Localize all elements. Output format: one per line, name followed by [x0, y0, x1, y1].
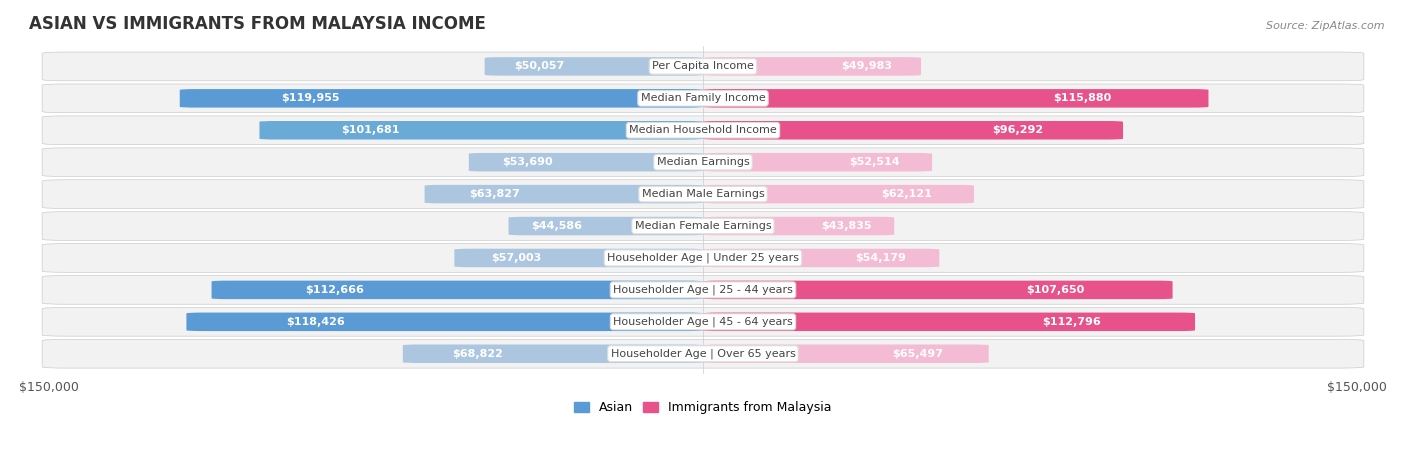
Text: $52,514: $52,514	[849, 157, 900, 167]
Text: Median Family Income: Median Family Income	[641, 93, 765, 103]
Text: $119,955: $119,955	[281, 93, 340, 103]
Text: Householder Age | 45 - 64 years: Householder Age | 45 - 64 years	[613, 317, 793, 327]
Text: $118,426: $118,426	[287, 317, 344, 327]
FancyBboxPatch shape	[425, 185, 703, 203]
Text: Source: ZipAtlas.com: Source: ZipAtlas.com	[1267, 21, 1385, 31]
Text: $63,827: $63,827	[468, 189, 520, 199]
Text: Median Household Income: Median Household Income	[628, 125, 778, 135]
Text: Householder Age | Over 65 years: Householder Age | Over 65 years	[610, 348, 796, 359]
Text: $54,179: $54,179	[855, 253, 905, 263]
FancyBboxPatch shape	[703, 185, 974, 203]
Text: Householder Age | 25 - 44 years: Householder Age | 25 - 44 years	[613, 285, 793, 295]
FancyBboxPatch shape	[509, 217, 703, 235]
FancyBboxPatch shape	[703, 89, 1209, 107]
FancyBboxPatch shape	[42, 148, 1364, 177]
Text: $112,796: $112,796	[1043, 317, 1101, 327]
Text: $65,497: $65,497	[891, 349, 943, 359]
Text: $115,880: $115,880	[1053, 93, 1111, 103]
FancyBboxPatch shape	[703, 312, 1195, 331]
Text: $53,690: $53,690	[502, 157, 553, 167]
Text: Median Male Earnings: Median Male Earnings	[641, 189, 765, 199]
FancyBboxPatch shape	[703, 153, 932, 171]
Text: $101,681: $101,681	[342, 125, 399, 135]
FancyBboxPatch shape	[42, 180, 1364, 208]
Legend: Asian, Immigrants from Malaysia: Asian, Immigrants from Malaysia	[569, 396, 837, 419]
FancyBboxPatch shape	[703, 249, 939, 267]
FancyBboxPatch shape	[42, 52, 1364, 81]
FancyBboxPatch shape	[187, 312, 703, 331]
Text: $96,292: $96,292	[993, 125, 1043, 135]
FancyBboxPatch shape	[42, 84, 1364, 113]
Text: Median Female Earnings: Median Female Earnings	[634, 221, 772, 231]
Text: $62,121: $62,121	[880, 189, 932, 199]
Text: Median Earnings: Median Earnings	[657, 157, 749, 167]
Text: $44,586: $44,586	[531, 221, 582, 231]
FancyBboxPatch shape	[402, 345, 703, 363]
FancyBboxPatch shape	[260, 121, 703, 140]
FancyBboxPatch shape	[485, 57, 703, 76]
Text: Householder Age | Under 25 years: Householder Age | Under 25 years	[607, 253, 799, 263]
Text: $57,003: $57,003	[491, 253, 541, 263]
Text: $68,822: $68,822	[453, 349, 503, 359]
FancyBboxPatch shape	[42, 307, 1364, 336]
FancyBboxPatch shape	[180, 89, 703, 107]
FancyBboxPatch shape	[703, 281, 1173, 299]
Text: $107,650: $107,650	[1026, 285, 1084, 295]
FancyBboxPatch shape	[703, 345, 988, 363]
FancyBboxPatch shape	[703, 121, 1123, 140]
Text: $49,983: $49,983	[841, 62, 891, 71]
FancyBboxPatch shape	[703, 57, 921, 76]
FancyBboxPatch shape	[42, 340, 1364, 368]
Text: Per Capita Income: Per Capita Income	[652, 62, 754, 71]
FancyBboxPatch shape	[42, 244, 1364, 272]
FancyBboxPatch shape	[703, 217, 894, 235]
Text: $112,666: $112,666	[305, 285, 364, 295]
FancyBboxPatch shape	[211, 281, 703, 299]
FancyBboxPatch shape	[42, 212, 1364, 241]
FancyBboxPatch shape	[42, 276, 1364, 304]
FancyBboxPatch shape	[468, 153, 703, 171]
Text: $43,835: $43,835	[821, 221, 872, 231]
FancyBboxPatch shape	[42, 116, 1364, 145]
Text: ASIAN VS IMMIGRANTS FROM MALAYSIA INCOME: ASIAN VS IMMIGRANTS FROM MALAYSIA INCOME	[30, 15, 486, 33]
Text: $50,057: $50,057	[515, 62, 564, 71]
FancyBboxPatch shape	[454, 249, 703, 267]
